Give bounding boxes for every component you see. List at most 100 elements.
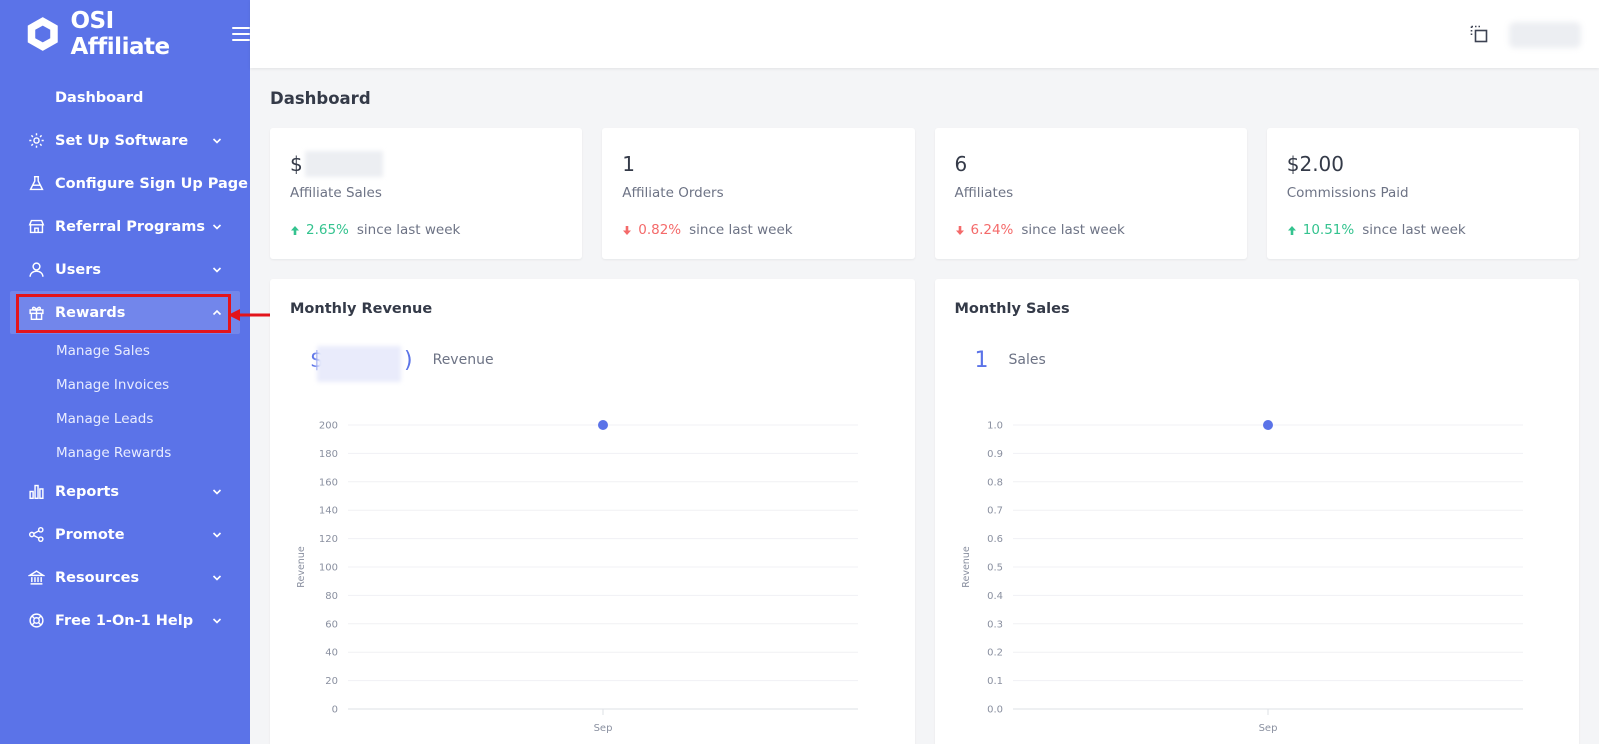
sidebar-item-promote[interactable]: Promote <box>0 513 250 556</box>
stat-trend: 2.65% since last week <box>290 222 562 238</box>
chart-summary: 1 Sales <box>955 343 1560 377</box>
data-point[interactable] <box>598 420 608 430</box>
y-tick-label: 180 <box>319 449 338 460</box>
y-tick-label: 0.8 <box>987 477 1003 488</box>
bank-icon <box>27 569 45 587</box>
sidebar-item-label: Promote <box>55 526 125 543</box>
chevron-down-icon <box>212 266 222 273</box>
y-tick-label: 0.6 <box>987 534 1003 545</box>
y-tick-label: 0.9 <box>987 449 1003 460</box>
arrow-down-icon <box>623 225 632 235</box>
hamburger-icon[interactable] <box>232 27 250 41</box>
y-tick-label: 80 <box>325 591 338 602</box>
stat-card-affiliate-sales: $ Affiliate Sales 2.65% since last week <box>270 128 583 259</box>
sidebar-item-resources[interactable]: Resources <box>0 556 250 599</box>
sidebar-item-label: Resources <box>55 569 140 586</box>
y-tick-label: 20 <box>325 676 338 687</box>
stat-card-affiliate-orders: 1 Affiliate Orders 0.82% since last week <box>602 128 915 259</box>
sidebar-item-dashboard[interactable]: Dashboard <box>0 76 250 119</box>
sidebar-nav: Dashboard Set Up Software Configure Sign… <box>0 76 250 642</box>
redacted-value <box>304 151 383 177</box>
flask-icon <box>27 175 45 193</box>
chart-summary: $) Revenue <box>290 343 895 382</box>
y-tick-label: 0.1 <box>987 676 1003 687</box>
submenu-item-manage-sales[interactable]: Manage Sales <box>56 343 150 359</box>
summary-label: Revenue <box>432 352 494 368</box>
sidebar-item-referral-programs[interactable]: Referral Programs <box>0 205 250 248</box>
y-tick-label: 0.3 <box>987 619 1003 630</box>
sidebar-item-configure-sign-up-page[interactable]: Configure Sign Up Page <box>0 162 250 205</box>
rewards-submenu: Manage Sales Manage Invoices Manage Lead… <box>0 334 250 470</box>
chevron-down-icon <box>212 531 222 538</box>
arrow-up-icon <box>1287 225 1296 235</box>
y-axis-title: Revenue <box>961 546 972 588</box>
trend-percent: 2.65% <box>306 222 349 238</box>
submenu-item-manage-rewards[interactable]: Manage Rewards <box>56 445 172 461</box>
summary-value: 1 <box>974 347 989 373</box>
y-tick-label: 60 <box>325 619 338 630</box>
page-title: Dashboard <box>270 89 371 108</box>
sidebar-item-label: Configure Sign Up Page <box>55 175 249 192</box>
x-tick-label: Sep <box>594 723 613 734</box>
brand: OSI Affiliate <box>0 0 250 68</box>
fullscreen-icon[interactable] <box>1469 24 1489 44</box>
stat-label: Affiliate Orders <box>622 185 724 201</box>
sidebar-item-label: Dashboard <box>55 89 144 106</box>
y-tick-label: 200 <box>319 421 338 432</box>
sidebar-item-label: Rewards <box>55 304 126 321</box>
chart-title: Monthly Sales <box>954 301 1070 317</box>
stat-value: 6 <box>954 152 968 176</box>
stat-label: Affiliate Sales <box>290 185 382 201</box>
summary-value: $) <box>310 345 413 382</box>
submenu-item-manage-leads[interactable]: Manage Leads <box>56 411 154 427</box>
chevron-down-icon <box>212 574 222 581</box>
stat-card-affiliates: 6 Affiliates 6.24% since last week <box>934 128 1247 259</box>
chart-title: Monthly Revenue <box>290 301 433 317</box>
bar-chart-icon <box>27 483 45 501</box>
y-tick-label: 0.4 <box>987 591 1003 602</box>
chevron-down-icon <box>212 137 222 144</box>
chevron-down-icon <box>212 617 222 624</box>
submenu-item-manage-invoices[interactable]: Manage Invoices <box>56 377 170 393</box>
data-point[interactable] <box>1262 420 1273 430</box>
x-tick-label: Sep <box>1258 723 1277 734</box>
sidebar-item-set-up-software[interactable]: Set Up Software <box>0 119 250 162</box>
user-avatar[interactable] <box>1509 22 1581 48</box>
brand-name[interactable]: OSI Affiliate <box>70 8 170 60</box>
stat-trend: 0.82% since last week <box>622 222 894 238</box>
sidebar-item-free-help[interactable]: Free 1-On-1 Help <box>0 599 250 642</box>
sidebar-item-label: Free 1-On-1 Help <box>55 612 194 629</box>
y-tick-label: 160 <box>319 477 338 488</box>
y-tick-label: 40 <box>325 648 338 659</box>
trend-suffix: since last week <box>1021 222 1125 238</box>
y-tick-label: 100 <box>319 563 338 574</box>
y-tick-label: 0.7 <box>987 506 1003 517</box>
y-tick-label: 120 <box>319 534 338 545</box>
y-tick-label: 140 <box>319 506 338 517</box>
arrow-down-icon <box>955 225 964 235</box>
user-icon <box>27 261 45 279</box>
sidebar-item-label: Set Up Software <box>55 132 189 149</box>
charts-row: Monthly Revenue $) Revenue 0 20 40 60 80 100 1… <box>270 279 1579 744</box>
stat-trend: 10.51% since last week <box>1287 222 1559 238</box>
stat-label: Commissions Paid <box>1286 185 1409 201</box>
gear-icon <box>27 132 45 150</box>
monthly-revenue-card: Monthly Revenue $) Revenue 0 20 40 60 80 100 1… <box>270 279 915 744</box>
sidebar-item-reports[interactable]: Reports <box>0 470 250 513</box>
main-content: Dashboard $ Affiliate Sales 2.65% since … <box>250 68 1599 744</box>
y-tick-label: 0.5 <box>987 563 1003 574</box>
sidebar-item-users[interactable]: Users <box>0 248 250 291</box>
hexagon-logo-icon[interactable] <box>24 15 61 53</box>
stat-label: Affiliates <box>954 185 1014 201</box>
chevron-up-icon <box>212 309 222 315</box>
stat-value: 1 <box>622 152 635 176</box>
share-icon <box>27 526 45 544</box>
sidebar-item-label: Referral Programs <box>55 218 206 235</box>
trend-percent: 10.51% <box>1302 222 1355 238</box>
trend-percent: 6.24% <box>970 222 1014 238</box>
sidebar-item-rewards[interactable]: Rewards <box>10 291 240 334</box>
sidebar: OSI Affiliate Dashboard Set Up Software … <box>0 0 250 744</box>
sidebar-item-label: Users <box>55 261 102 278</box>
revenue-scatter-chart: 0 20 40 60 80 100 120 140 160 180 200 Sep Revenue <box>296 420 858 734</box>
monthly-sales-card: Monthly Sales 1 Sales 0.0 0.1 0.2 0.3 0.4 0.5… <box>934 279 1579 744</box>
